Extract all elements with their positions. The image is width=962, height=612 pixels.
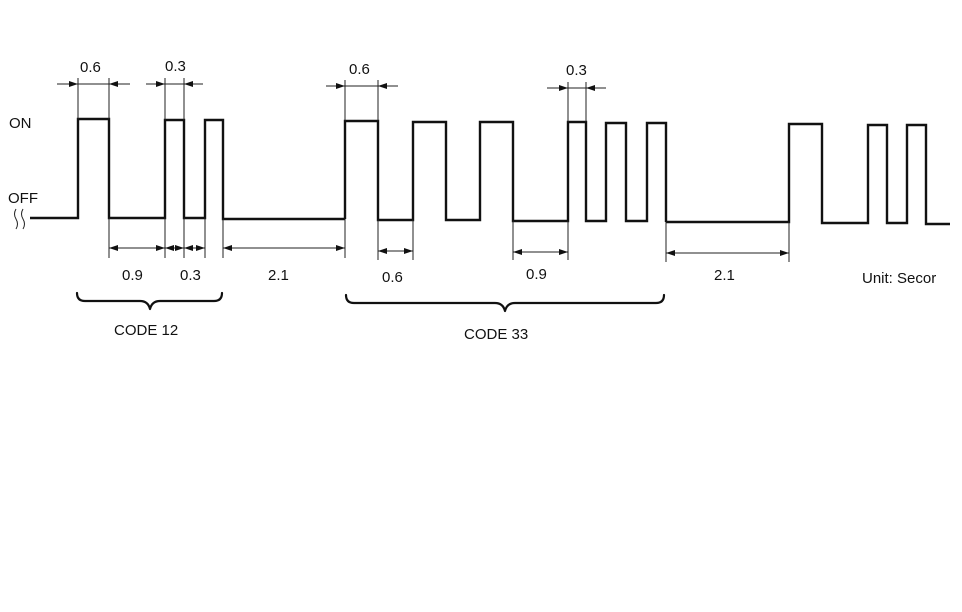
code33-waveform	[343, 119, 668, 223]
off-state-label: OFF	[8, 190, 38, 207]
label-code33-pause: 2.1	[714, 267, 735, 284]
dimension-code12-long-pulse: 0.6	[57, 59, 130, 119]
repeat-waveform	[666, 122, 950, 226]
on-state-label: ON	[9, 115, 32, 132]
dimension-code33-digit-gap: 0.9	[512, 221, 569, 283]
code33-label: CODE 33	[464, 326, 528, 343]
label-code33-long-pulse: 0.6	[349, 61, 370, 78]
label-code33-short-pulse: 0.3	[566, 62, 587, 79]
label-code12-long-pulse: 0.6	[80, 59, 101, 76]
dimension-code33-short-pulse: 0.3	[547, 62, 606, 122]
label-code12-pause: 2.1	[268, 267, 289, 284]
label-code12-short-pulse: 0.3	[165, 58, 186, 75]
dimension-code12-pause: 2.1	[222, 219, 346, 284]
label-code12-long-gap: 0.9	[122, 267, 143, 284]
dimension-code33-pause: 2.1	[665, 222, 790, 284]
unit-label: Unit: Secor	[862, 270, 936, 287]
dimension-code33-long-pulse: 0.6	[326, 61, 398, 121]
code33-brace	[344, 293, 666, 313]
code12-label: CODE 12	[114, 322, 178, 339]
break-symbol-icon	[14, 208, 25, 230]
code12-brace	[75, 291, 224, 311]
dimension-code33-long-gap: 0.6	[377, 220, 414, 286]
label-code33-long-gap: 0.6	[382, 269, 403, 286]
dimension-code12-short-pulse: 0.3	[146, 58, 203, 120]
code12-waveform	[30, 117, 345, 221]
label-code12-short-gap: 0.3	[180, 267, 201, 284]
dimension-code12-gaps: 0.9 0.3	[108, 218, 206, 284]
label-code33-digit-gap: 0.9	[526, 266, 547, 283]
